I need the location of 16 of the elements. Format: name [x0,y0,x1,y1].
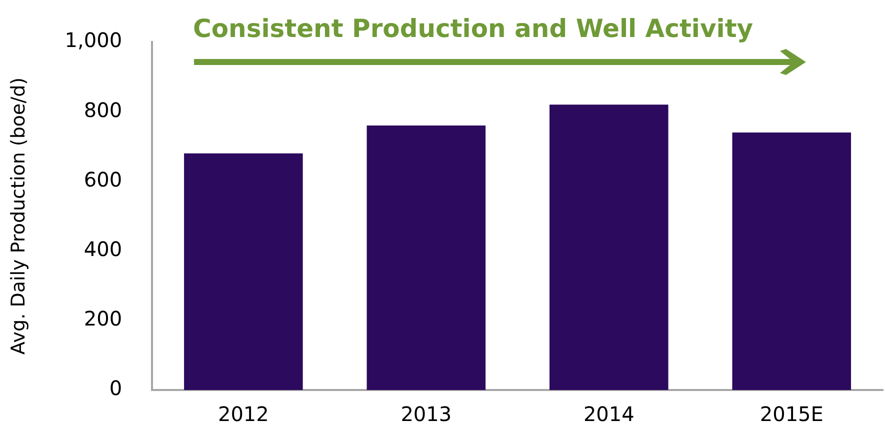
bar [732,132,852,390]
x-tick-label: 2015E [760,402,824,426]
y-tick-label: 800 [84,98,122,122]
x-tick-label: 2012 [218,402,269,426]
bar [366,126,486,390]
y-axis-title: Avg. Daily Production (boe/d) [7,77,30,355]
bar [184,153,303,390]
y-tick-label: 1,000 [64,28,122,52]
bar [550,104,668,390]
chart-title: Consistent Production and Well Activity [193,14,754,43]
y-tick-label: 0 [109,376,122,400]
x-tick-label: 2014 [583,402,634,426]
y-tick-label: 400 [84,237,122,262]
y-tick-label: 600 [84,167,122,192]
x-tick-label: 2013 [400,402,452,426]
y-tick-label: 200 [84,306,122,331]
